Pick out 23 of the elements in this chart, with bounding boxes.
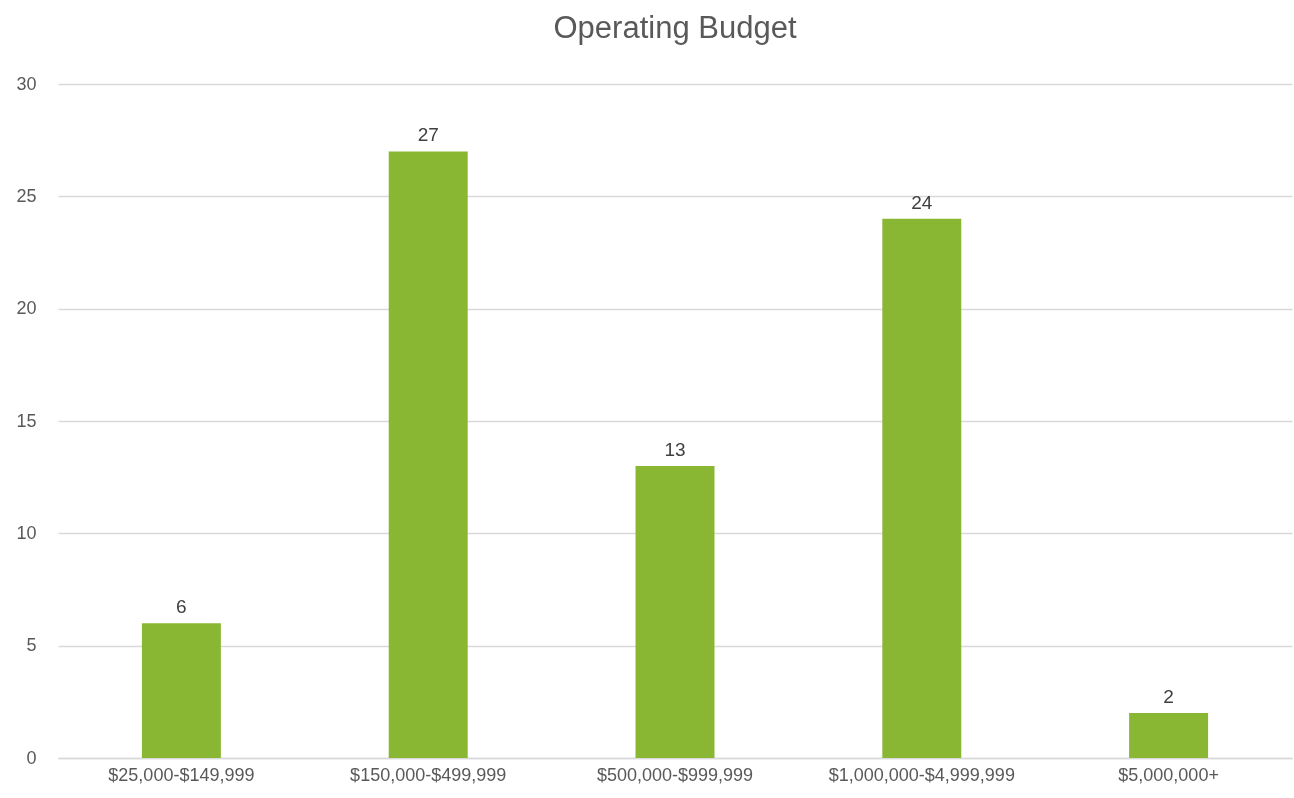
y-tick-label: 0 <box>26 747 37 768</box>
bar <box>141 623 221 758</box>
x-tick-label: $25,000-$149,999 <box>108 764 255 785</box>
x-tick-label: $5,000,000+ <box>1118 764 1219 785</box>
x-tick-label: $150,000-$499,999 <box>350 764 507 785</box>
y-tick-label: 15 <box>16 410 37 431</box>
y-tick-label: 30 <box>16 73 37 94</box>
y-tick-label: 5 <box>26 635 37 656</box>
bar <box>1129 713 1209 758</box>
bar <box>388 151 468 758</box>
y-tick-label: 25 <box>16 185 37 206</box>
data-label: 24 <box>911 191 933 213</box>
x-tick-label: $500,000-$999,999 <box>596 764 754 785</box>
y-tick-label: 20 <box>16 298 37 319</box>
x-tick-label: $1,000,000-$4,999,999 <box>828 764 1015 785</box>
bar <box>635 465 715 758</box>
y-tick-label: 10 <box>16 522 37 543</box>
data-label: 13 <box>664 438 686 460</box>
chart-title: Operating Budget <box>553 10 797 45</box>
bar <box>882 218 962 758</box>
data-label: 6 <box>176 596 187 618</box>
data-label: 2 <box>1163 686 1174 708</box>
data-label: 27 <box>417 124 439 146</box>
